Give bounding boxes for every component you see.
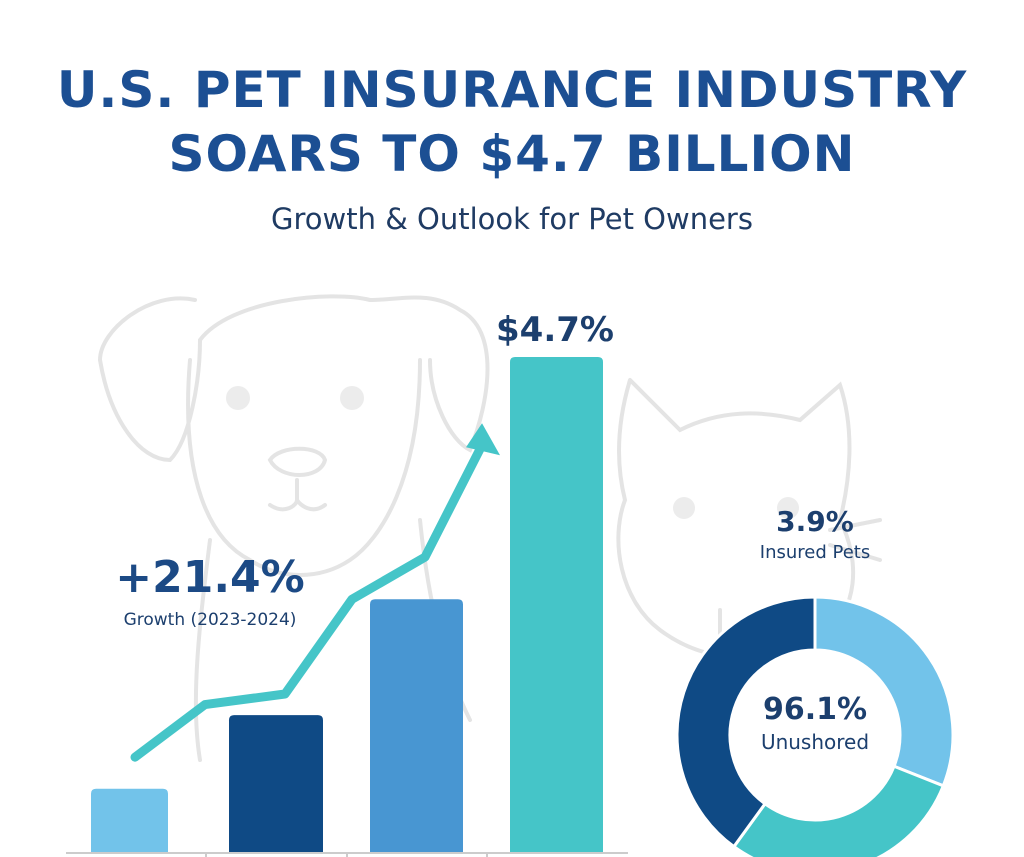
growth-value: +21.4% [115,552,305,603]
pet-eyes [226,386,799,519]
insured-value: 3.9% [776,505,854,538]
uninsured-label: Unushored [760,730,870,754]
dog-eye [340,386,364,410]
growth-label: Growth (2023-2024) [123,610,297,630]
bar [229,715,323,852]
dog-outline [97,294,490,762]
page-title: U.S. PET INSURANCE INDUSTRY SOARS TO $4.… [0,58,1024,186]
cat-eye [777,497,799,519]
bar [510,357,603,852]
trend-line [130,423,500,762]
x-axis [66,852,628,857]
dog-mouth [268,478,327,512]
insured-label: Insured Pets [759,542,871,563]
title-line-2: SOARS TO $4.7 BILLION [168,125,856,183]
dog-nose [267,446,328,477]
bar-series [91,357,603,852]
bar [370,599,463,852]
title-line-1: U.S. PET INSURANCE INDUSTRY [56,61,968,119]
donut-slice [731,764,946,857]
uninsured-value: 96.1% [762,692,868,727]
bar [91,788,168,852]
top-bar-label: $4.7% [496,310,614,350]
trend-polyline [130,436,489,762]
dog-eye [226,386,250,410]
donut-slice [675,595,817,849]
donut-slice [813,595,955,788]
cat-eye [673,497,695,519]
arrow-head-icon [466,423,500,456]
subtitle: Growth & Outlook for Pet Owners [271,202,753,236]
donut-chart [675,595,955,857]
